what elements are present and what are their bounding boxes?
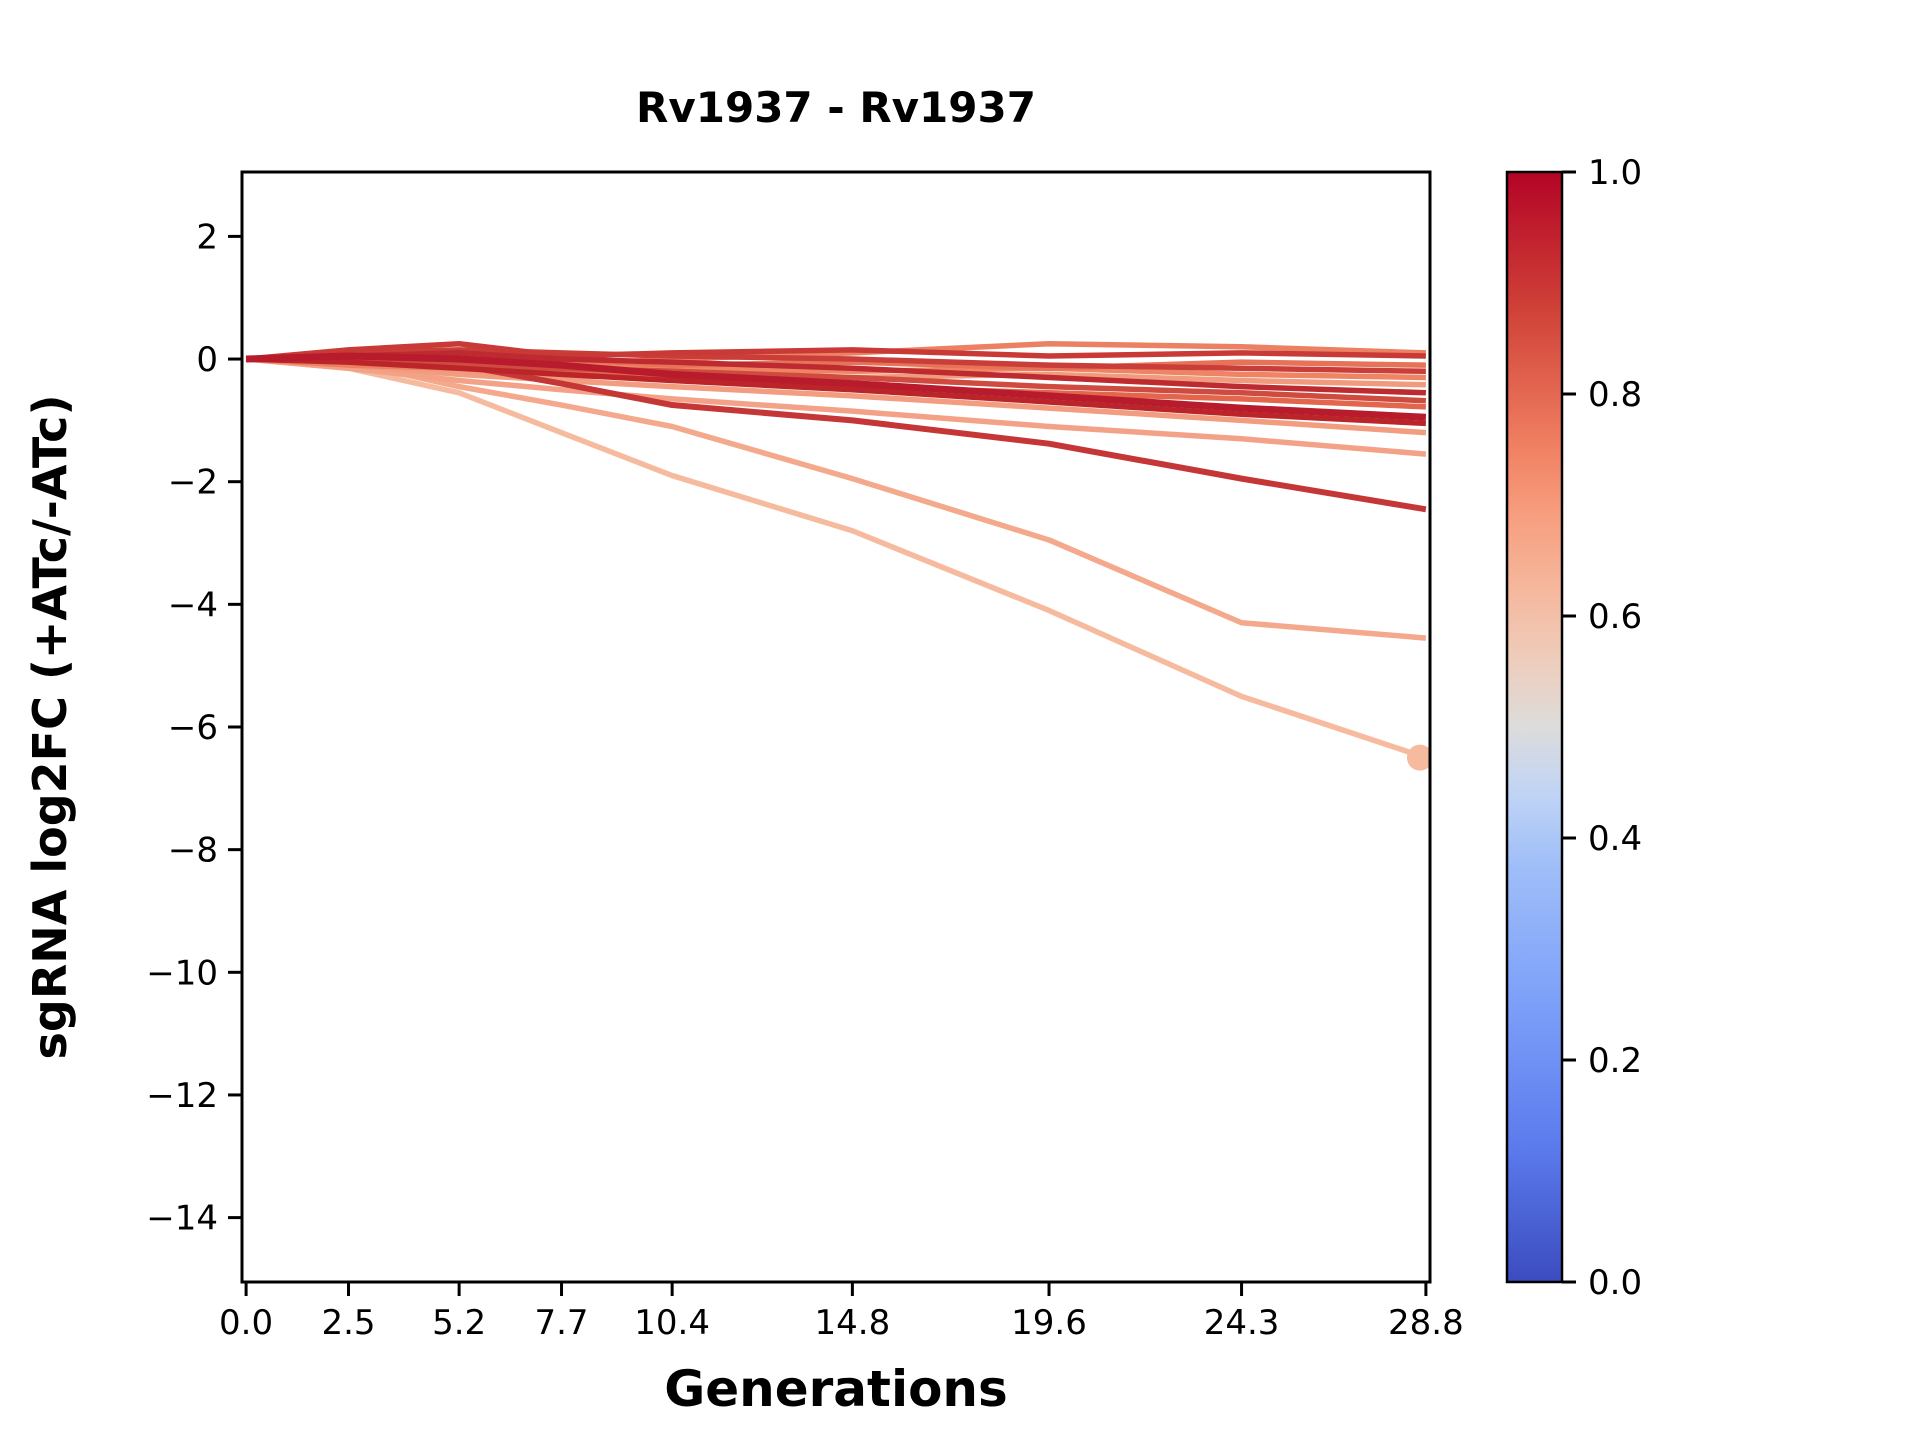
colorbar-tick-label: 0.6 xyxy=(1588,597,1642,637)
x-tick-label: 19.6 xyxy=(1011,1303,1087,1343)
series-end-marker xyxy=(1406,744,1430,771)
colorbar-gradient xyxy=(1505,170,1564,1284)
y-tick-label: 0 xyxy=(196,340,218,380)
colorbar-tick-label: 1.0 xyxy=(1588,153,1642,193)
sgrna-trajectory-line xyxy=(245,356,1427,457)
x-axis-label: Generations xyxy=(664,1360,1008,1418)
sgrna-trajectory-line xyxy=(245,352,1427,421)
x-axis-ticks: 0.0 2.5 5.2 7.7 10.4 14.8 19.6 24.3 28.8 xyxy=(219,1282,1464,1343)
sgrna-trajectory-line xyxy=(245,356,1427,761)
x-tick-label: 5.2 xyxy=(432,1303,486,1343)
x-tick-label: 24.3 xyxy=(1204,1303,1280,1343)
x-tick-label: 2.5 xyxy=(321,1303,375,1343)
series-lines-group xyxy=(245,340,1430,771)
colorbar-tick-label: 0.8 xyxy=(1588,375,1642,415)
x-tick-label: 0.0 xyxy=(219,1303,273,1343)
x-tick-label: 28.8 xyxy=(1388,1303,1464,1343)
x-tick-label: 14.8 xyxy=(815,1303,891,1343)
sgrna-trajectory-line xyxy=(245,347,1426,375)
chart-title: Rv1937 - Rv1937 xyxy=(636,83,1036,132)
sgrna-trajectory-line xyxy=(246,356,1427,427)
y-tick-label: −12 xyxy=(146,1076,218,1116)
y-tick-label: 2 xyxy=(196,217,218,257)
y-tick-label: −4 xyxy=(168,585,218,625)
y-tick-label: −8 xyxy=(168,831,218,871)
colorbar-tick-label: 0.4 xyxy=(1588,819,1642,859)
y-axis-label: sgRNA log2FC (+ATc/-ATc) xyxy=(23,395,77,1060)
y-tick-label: −2 xyxy=(168,463,218,503)
colorbar-tick-label: 0.2 xyxy=(1588,1041,1642,1081)
plot-border xyxy=(240,170,1432,1284)
colorbar-tick-label: 0.0 xyxy=(1588,1263,1642,1303)
colorbar: 1.0 0.8 0.6 0.4 0.2 0.0 xyxy=(1505,153,1642,1303)
y-tick-label: −14 xyxy=(146,1199,218,1239)
x-tick-label: 10.4 xyxy=(634,1303,710,1343)
y-tick-label: −10 xyxy=(146,953,218,993)
sgrna-trajectory-line xyxy=(245,340,1426,362)
y-axis-ticks: 2 0 −2 −4 −6 −8 −10 −12 −14 xyxy=(146,217,242,1239)
x-tick-label: 7.7 xyxy=(534,1303,588,1343)
y-tick-label: −6 xyxy=(168,708,218,748)
